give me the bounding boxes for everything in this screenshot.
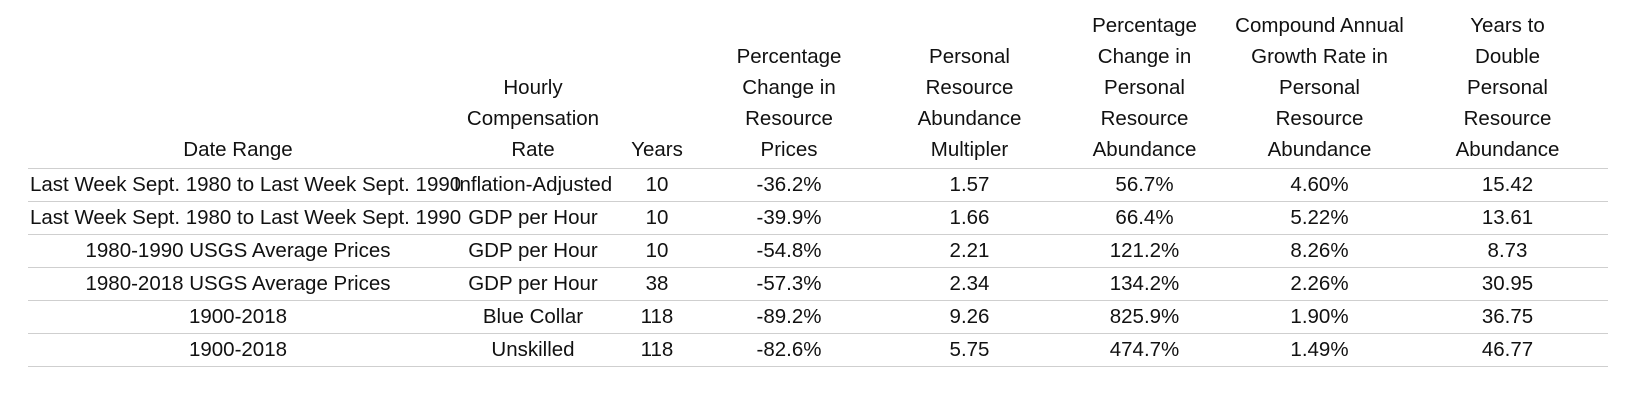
cell-years-to-double: 8.73 — [1407, 234, 1608, 268]
cell-date-range: 1980-1990 USGS Average Prices — [28, 234, 448, 268]
cell-years: 118 — [618, 300, 696, 334]
cell-multiplier: 9.26 — [882, 300, 1057, 334]
header-date-range: Date Range — [28, 10, 448, 169]
cell-cagr: 2.26% — [1232, 267, 1407, 301]
cell-multiplier: 2.34 — [882, 267, 1057, 301]
table-row: 1980-2018 USGS Average Prices GDP per Ho… — [28, 267, 1608, 301]
cell-date-range: Last Week Sept. 1980 to Last Week Sept. … — [28, 201, 461, 235]
table-row: Last Week Sept. 1980 to Last Week Sept. … — [28, 168, 1608, 202]
cell-multiplier: 5.75 — [882, 333, 1057, 367]
cell-cagr: 4.60% — [1232, 168, 1407, 202]
header-years: Years — [618, 10, 696, 169]
table-row: 1900-2018 Blue Collar 118 -89.2% 9.26 82… — [28, 300, 1608, 334]
cell-cagr: 1.49% — [1232, 333, 1407, 367]
cell-compensation-rate: GDP per Hour — [448, 234, 618, 268]
cell-compensation-rate: Unskilled — [448, 333, 618, 367]
cell-multiplier: 1.66 — [882, 201, 1057, 235]
cell-multiplier: 2.21 — [882, 234, 1057, 268]
cell-compensation-rate: GDP per Hour — [448, 201, 618, 235]
cell-years: 38 — [618, 267, 696, 301]
cell-cagr: 5.22% — [1232, 201, 1407, 235]
cell-date-range: 1900-2018 — [28, 300, 448, 334]
cell-pct-change-abundance: 66.4% — [1057, 201, 1232, 235]
cell-pct-change-prices: -36.2% — [696, 168, 882, 202]
cell-pct-change-abundance: 474.7% — [1057, 333, 1232, 367]
cell-years-to-double: 15.42 — [1407, 168, 1608, 202]
cell-multiplier: 1.57 — [882, 168, 1057, 202]
cell-years-to-double: 30.95 — [1407, 267, 1608, 301]
cell-pct-change-prices: -89.2% — [696, 300, 882, 334]
header-pct-change-resource-prices: Percentage Change in Resource Prices — [696, 10, 882, 169]
cell-pct-change-abundance: 825.9% — [1057, 300, 1232, 334]
table-row: 1900-2018 Unskilled 118 -82.6% 5.75 474.… — [28, 333, 1608, 367]
cell-pct-change-abundance: 121.2% — [1057, 234, 1232, 268]
table-row: 1980-1990 USGS Average Prices GDP per Ho… — [28, 234, 1608, 268]
cell-pct-change-abundance: 56.7% — [1057, 168, 1232, 202]
data-table-container: Date Range Hourly Compensation Rate Year… — [28, 10, 1608, 367]
cell-cagr: 1.90% — [1232, 300, 1407, 334]
cell-date-range: 1980-2018 USGS Average Prices — [28, 267, 448, 301]
header-hourly-compensation-rate: Hourly Compensation Rate — [448, 10, 618, 169]
cell-years-to-double: 36.75 — [1407, 300, 1608, 334]
cell-compensation-rate: Inflation-Adjusted — [448, 168, 618, 202]
table-row: Last Week Sept. 1980 to Last Week Sept. … — [28, 201, 1608, 235]
cell-date-range: 1900-2018 — [28, 333, 448, 367]
cell-pct-change-abundance: 134.2% — [1057, 267, 1232, 301]
cell-years: 118 — [618, 333, 696, 367]
cell-years-to-double: 46.77 — [1407, 333, 1608, 367]
header-cagr-abundance: Compound Annual Growth Rate in Personal … — [1232, 10, 1407, 169]
header-pct-change-abundance: Percentage Change in Personal Resource A… — [1057, 10, 1232, 169]
cell-date-range: Last Week Sept. 1980 to Last Week Sept. … — [28, 168, 461, 202]
header-abundance-multiplier: Personal Resource Abundance Multipler — [882, 10, 1057, 169]
resource-abundance-table: Date Range Hourly Compensation Rate Year… — [28, 10, 1608, 367]
cell-years: 10 — [618, 201, 696, 235]
cell-years: 10 — [618, 234, 696, 268]
cell-compensation-rate: Blue Collar — [448, 300, 618, 334]
cell-pct-change-prices: -54.8% — [696, 234, 882, 268]
cell-pct-change-prices: -82.6% — [696, 333, 882, 367]
cell-years-to-double: 13.61 — [1407, 201, 1608, 235]
cell-years: 10 — [618, 168, 696, 202]
cell-pct-change-prices: -57.3% — [696, 267, 882, 301]
cell-compensation-rate: GDP per Hour — [448, 267, 618, 301]
cell-cagr: 8.26% — [1232, 234, 1407, 268]
header-row: Date Range Hourly Compensation Rate Year… — [28, 10, 1608, 169]
cell-pct-change-prices: -39.9% — [696, 201, 882, 235]
header-years-to-double: Years to Double Personal Resource Abunda… — [1407, 10, 1608, 169]
